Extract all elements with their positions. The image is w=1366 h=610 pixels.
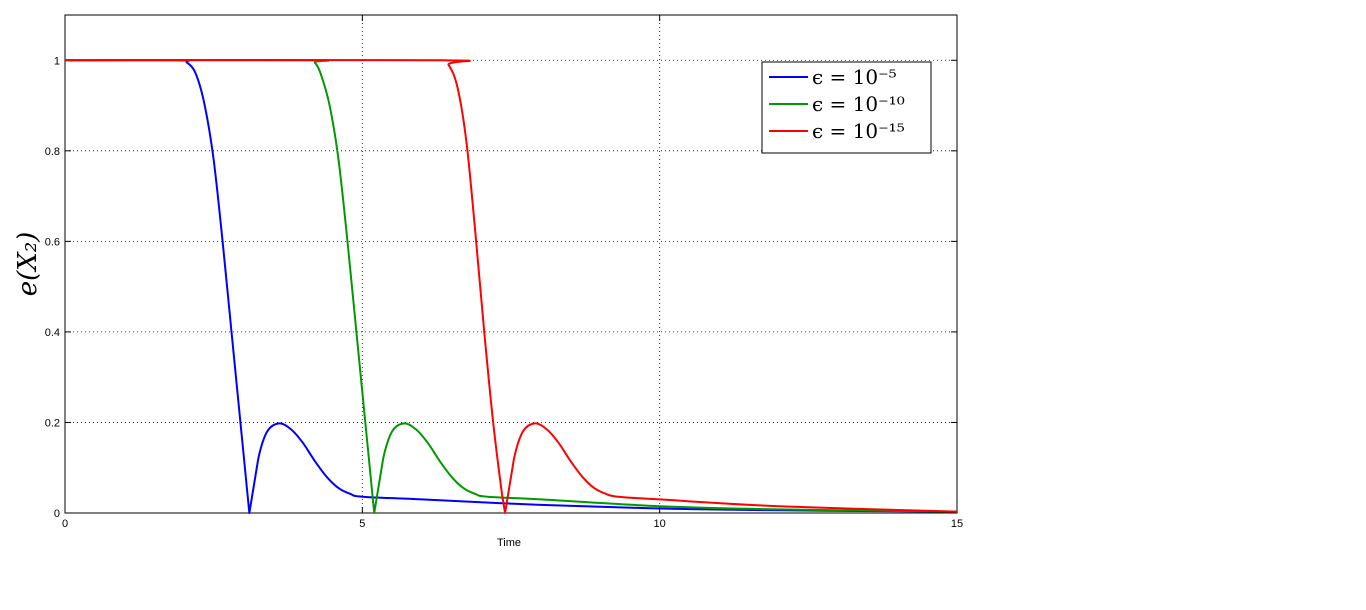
y-tick-label: 0.2 (45, 417, 60, 429)
legend-label-1: ϵ = 10⁻¹⁰ (812, 92, 905, 116)
legend-label-0: ϵ = 10⁻⁵ (812, 65, 897, 89)
series-lines (64, 58, 958, 514)
series-line-1 (64, 59, 958, 514)
y-axis-label: e(X₂) (13, 232, 43, 297)
y-tick-label: 0 (54, 508, 60, 520)
y-tick-label: 0.6 (45, 236, 60, 248)
x-tick-label: 15 (951, 518, 963, 530)
y-tick-label: 1 (54, 55, 60, 67)
series-line-0 (64, 59, 958, 514)
y-tick-label: 0.4 (45, 327, 60, 339)
x-tick-label: 10 (654, 518, 666, 530)
x-tick-label: 0 (62, 518, 68, 530)
x-axis-label: Time (497, 537, 521, 549)
tick-labels: 0 5 10 15 0 0.2 0.4 0.6 0.8 1 (45, 55, 963, 530)
legend-label-2: ϵ = 10⁻¹⁵ (812, 119, 905, 143)
series-line-2 (64, 58, 958, 514)
legend: ϵ = 10⁻⁵ ϵ = 10⁻¹⁰ ϵ = 10⁻¹⁵ (761, 61, 932, 154)
plot-area-frame (64, 14, 958, 514)
x-tick-label: 5 (359, 518, 365, 530)
y-tick-label: 0.8 (45, 146, 60, 158)
